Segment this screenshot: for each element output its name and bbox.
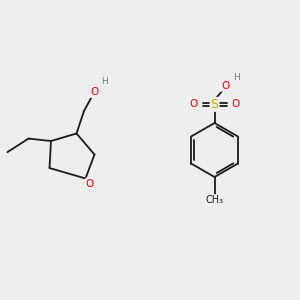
Text: O: O — [231, 99, 240, 110]
Text: O: O — [90, 87, 99, 97]
Text: H: H — [233, 73, 239, 82]
Text: O: O — [86, 178, 94, 189]
Text: CH₃: CH₃ — [206, 195, 224, 205]
Text: S: S — [211, 98, 218, 111]
Text: O: O — [221, 81, 229, 91]
Text: H: H — [101, 77, 108, 86]
Text: O: O — [189, 99, 198, 110]
